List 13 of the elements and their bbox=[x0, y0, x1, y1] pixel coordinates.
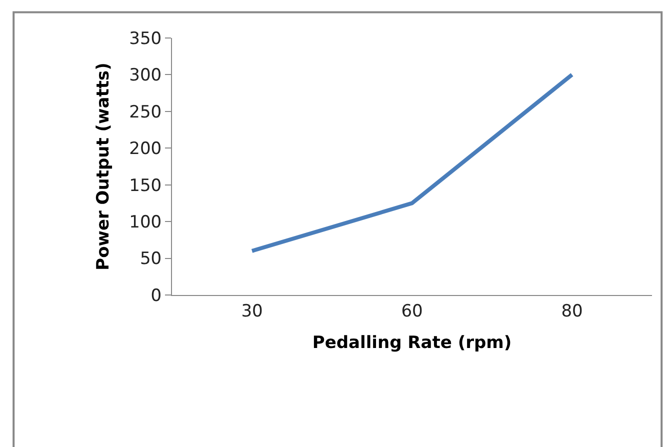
y-tick-label: 350 bbox=[129, 28, 162, 49]
y-tick-label: 150 bbox=[129, 176, 162, 196]
y-tick-label: 100 bbox=[129, 212, 162, 233]
x-axis-title: Pedalling Rate (rpm) bbox=[312, 332, 512, 353]
y-axis-title: Power Output (watts) bbox=[94, 62, 114, 270]
y-tick-label: 200 bbox=[129, 139, 162, 160]
y-tick-label: 300 bbox=[129, 66, 162, 86]
x-tick-label: 80 bbox=[561, 301, 583, 322]
y-tick-label: 50 bbox=[140, 249, 162, 270]
y-tick-label: 0 bbox=[150, 286, 162, 306]
x-tick-label: 60 bbox=[401, 301, 423, 322]
x-tick-label: 30 bbox=[241, 301, 263, 322]
y-tick-label: 250 bbox=[129, 102, 162, 122]
